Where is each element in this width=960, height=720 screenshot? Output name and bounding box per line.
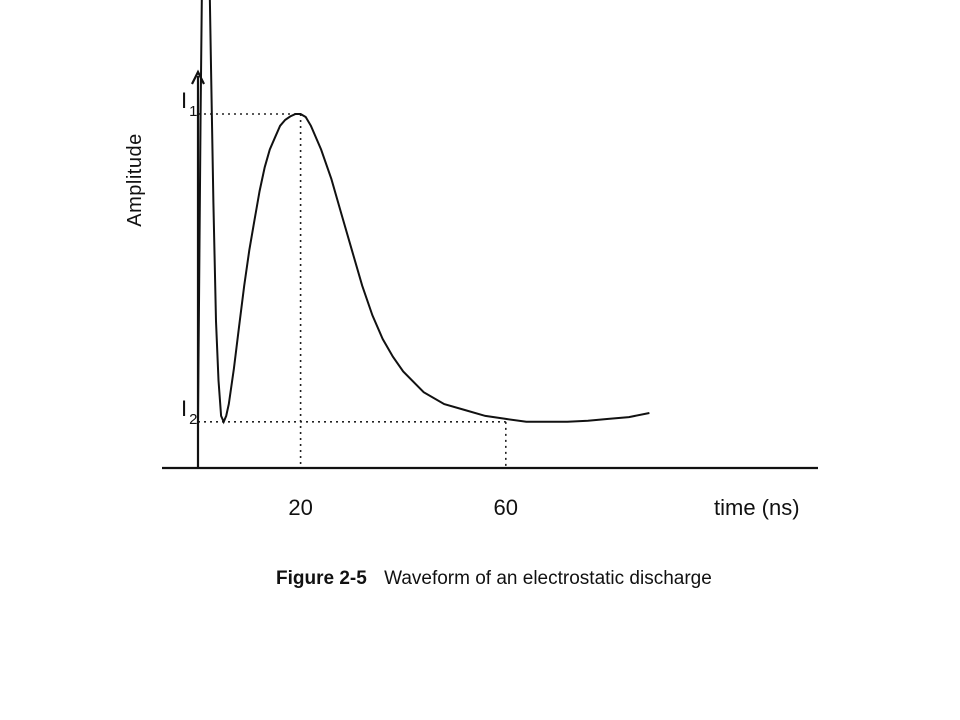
level-label-i2-main: I [181, 396, 187, 421]
figure-caption-text: Waveform of an electrostatic discharge [384, 568, 712, 589]
figure-number: Figure 2-5 [276, 568, 367, 589]
level-label-i1-sub: 1 [189, 103, 197, 120]
labels-layer: IpeakI1I22060time (ns)Amplitude [124, 88, 800, 520]
x-tick-label-20: 20 [288, 495, 312, 520]
waveform-line [197, 0, 650, 425]
level-label-i1-main: I [181, 88, 187, 113]
y-axis-title: Amplitude [124, 133, 146, 226]
x-tick-label-60: 60 [494, 495, 518, 520]
series-layer [197, 0, 650, 425]
guide-lines [198, 113, 507, 468]
x-axis-title: time (ns) [714, 495, 800, 520]
axes [162, 69, 818, 470]
level-label-i2-sub: 2 [189, 411, 197, 428]
figure-caption: Figure 2-5 Waveform of an electrostatic … [276, 568, 712, 590]
y-axis-arrowhead [191, 69, 205, 85]
